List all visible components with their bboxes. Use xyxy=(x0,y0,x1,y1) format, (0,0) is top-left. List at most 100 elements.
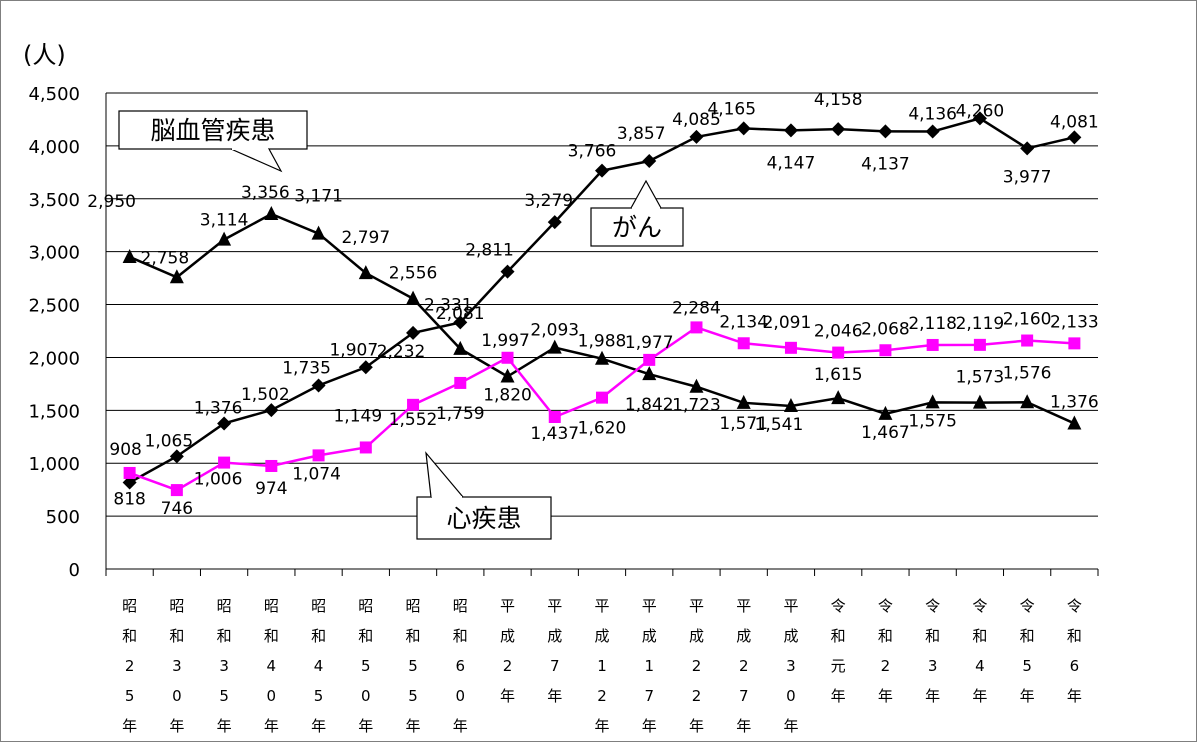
x-tick-label: 和 xyxy=(406,627,421,645)
y-tick-label: 0 xyxy=(69,560,80,581)
x-tick-label: 3 xyxy=(219,657,229,675)
data-point xyxy=(596,391,608,404)
data-point xyxy=(406,290,421,305)
data-label: 1,541 xyxy=(755,415,804,435)
data-point xyxy=(972,111,987,126)
x-tick-label: 平 xyxy=(689,597,704,615)
x-tick-label: 年 xyxy=(169,717,184,735)
x-tick-label: 平 xyxy=(642,597,657,615)
data-label: 746 xyxy=(161,499,193,519)
callout-box xyxy=(416,496,552,540)
data-label: 3,114 xyxy=(200,211,249,231)
x-tick-label: 年 xyxy=(783,717,798,735)
data-label: 2,068 xyxy=(861,319,910,339)
data-point xyxy=(169,449,184,464)
x-tick-label: 令 xyxy=(878,597,893,615)
x-tick-label: 5 xyxy=(314,687,324,705)
data-point xyxy=(689,129,704,144)
x-tick-label: 年 xyxy=(122,717,137,735)
x-tick-label: 昭 xyxy=(358,597,373,615)
x-tick-label: 年 xyxy=(1067,687,1082,705)
y-tick-label: 500 xyxy=(46,507,80,528)
x-tick-label: 年 xyxy=(594,717,609,735)
data-label: 3,857 xyxy=(617,124,666,144)
x-tick-label: 成 xyxy=(594,627,609,645)
x-tick-label: 令 xyxy=(1020,597,1035,615)
data-point xyxy=(878,405,893,420)
x-tick-label: 年 xyxy=(1020,687,1035,705)
data-label: 3,171 xyxy=(294,187,343,207)
data-label: 1,074 xyxy=(292,464,341,484)
data-label: 1,907 xyxy=(329,340,378,360)
data-point xyxy=(784,341,797,354)
data-point xyxy=(1021,334,1034,347)
x-tick-label: 1 xyxy=(597,657,607,675)
x-tick-label: 2 xyxy=(692,657,702,675)
x-tick-label: 令 xyxy=(1067,597,1082,615)
data-point xyxy=(501,351,514,364)
data-label: 4,081 xyxy=(1050,112,1099,132)
data-label: 2,811 xyxy=(465,241,514,261)
data-point xyxy=(736,394,751,409)
data-label: 1,502 xyxy=(241,385,290,405)
x-tick-label: 年 xyxy=(925,687,940,705)
data-point xyxy=(170,484,183,497)
x-tick-label: 成 xyxy=(642,627,657,645)
callout-pointer xyxy=(630,179,662,209)
x-tick-label: 0 xyxy=(361,687,371,705)
data-point xyxy=(736,121,751,136)
data-label: 2,950 xyxy=(87,192,136,212)
x-tick-label: 年 xyxy=(642,717,657,735)
data-point xyxy=(690,321,703,334)
data-point xyxy=(406,325,421,340)
x-tick-label: 0 xyxy=(786,687,796,705)
data-label: 908 xyxy=(109,440,141,460)
x-tick-label: 和 xyxy=(264,627,279,645)
x-tick-label: 5 xyxy=(361,657,371,675)
x-tick-label: 和 xyxy=(453,627,468,645)
x-tick-label: 和 xyxy=(311,627,326,645)
callout-pointer xyxy=(230,148,283,173)
data-point xyxy=(642,154,657,169)
data-point xyxy=(312,449,325,462)
data-label: 4,165 xyxy=(707,99,756,119)
data-label: 2,331 xyxy=(424,295,473,315)
data-point xyxy=(783,397,798,412)
x-tick-label: 年 xyxy=(972,687,987,705)
data-point xyxy=(265,459,278,472)
x-tick-label: 2 xyxy=(125,657,135,675)
x-tick-label: 昭 xyxy=(217,597,232,615)
x-tick-label: 令 xyxy=(831,597,846,615)
x-tick-label: 年 xyxy=(217,717,232,735)
data-label: 2,797 xyxy=(341,228,390,248)
data-label: 2,758 xyxy=(141,248,190,268)
data-label: 4,085 xyxy=(672,110,721,130)
data-point xyxy=(311,225,326,240)
data-label: 1,376 xyxy=(194,398,243,418)
x-tick-label: 1 xyxy=(644,657,654,675)
x-tick-label: 5 xyxy=(1022,657,1032,675)
x-tick-label: 成 xyxy=(783,627,798,645)
data-label: 1,759 xyxy=(436,404,485,424)
y-axis-title: (人) xyxy=(23,41,66,69)
data-point xyxy=(925,124,940,139)
x-tick-label: 和 xyxy=(169,627,184,645)
x-tick-label: 5 xyxy=(219,687,229,705)
data-label: 818 xyxy=(113,489,145,509)
x-tick-label: 令 xyxy=(925,597,940,615)
data-label: 1,576 xyxy=(1003,363,1052,383)
x-tick-label: 年 xyxy=(311,717,326,735)
data-point xyxy=(359,441,372,454)
data-label: 1,552 xyxy=(389,410,438,430)
data-label: 1,820 xyxy=(483,385,532,405)
data-point xyxy=(832,346,845,359)
y-tick-label: 2,000 xyxy=(28,348,80,369)
data-label: 4,137 xyxy=(861,154,910,174)
series-callout-label: 心疾患 xyxy=(446,504,521,533)
data-point xyxy=(358,265,373,280)
x-tick-label: 6 xyxy=(456,657,466,675)
data-label: 1,467 xyxy=(861,423,910,443)
data-point xyxy=(595,350,609,365)
data-point xyxy=(973,338,986,351)
x-tick-label: 和 xyxy=(878,627,893,645)
